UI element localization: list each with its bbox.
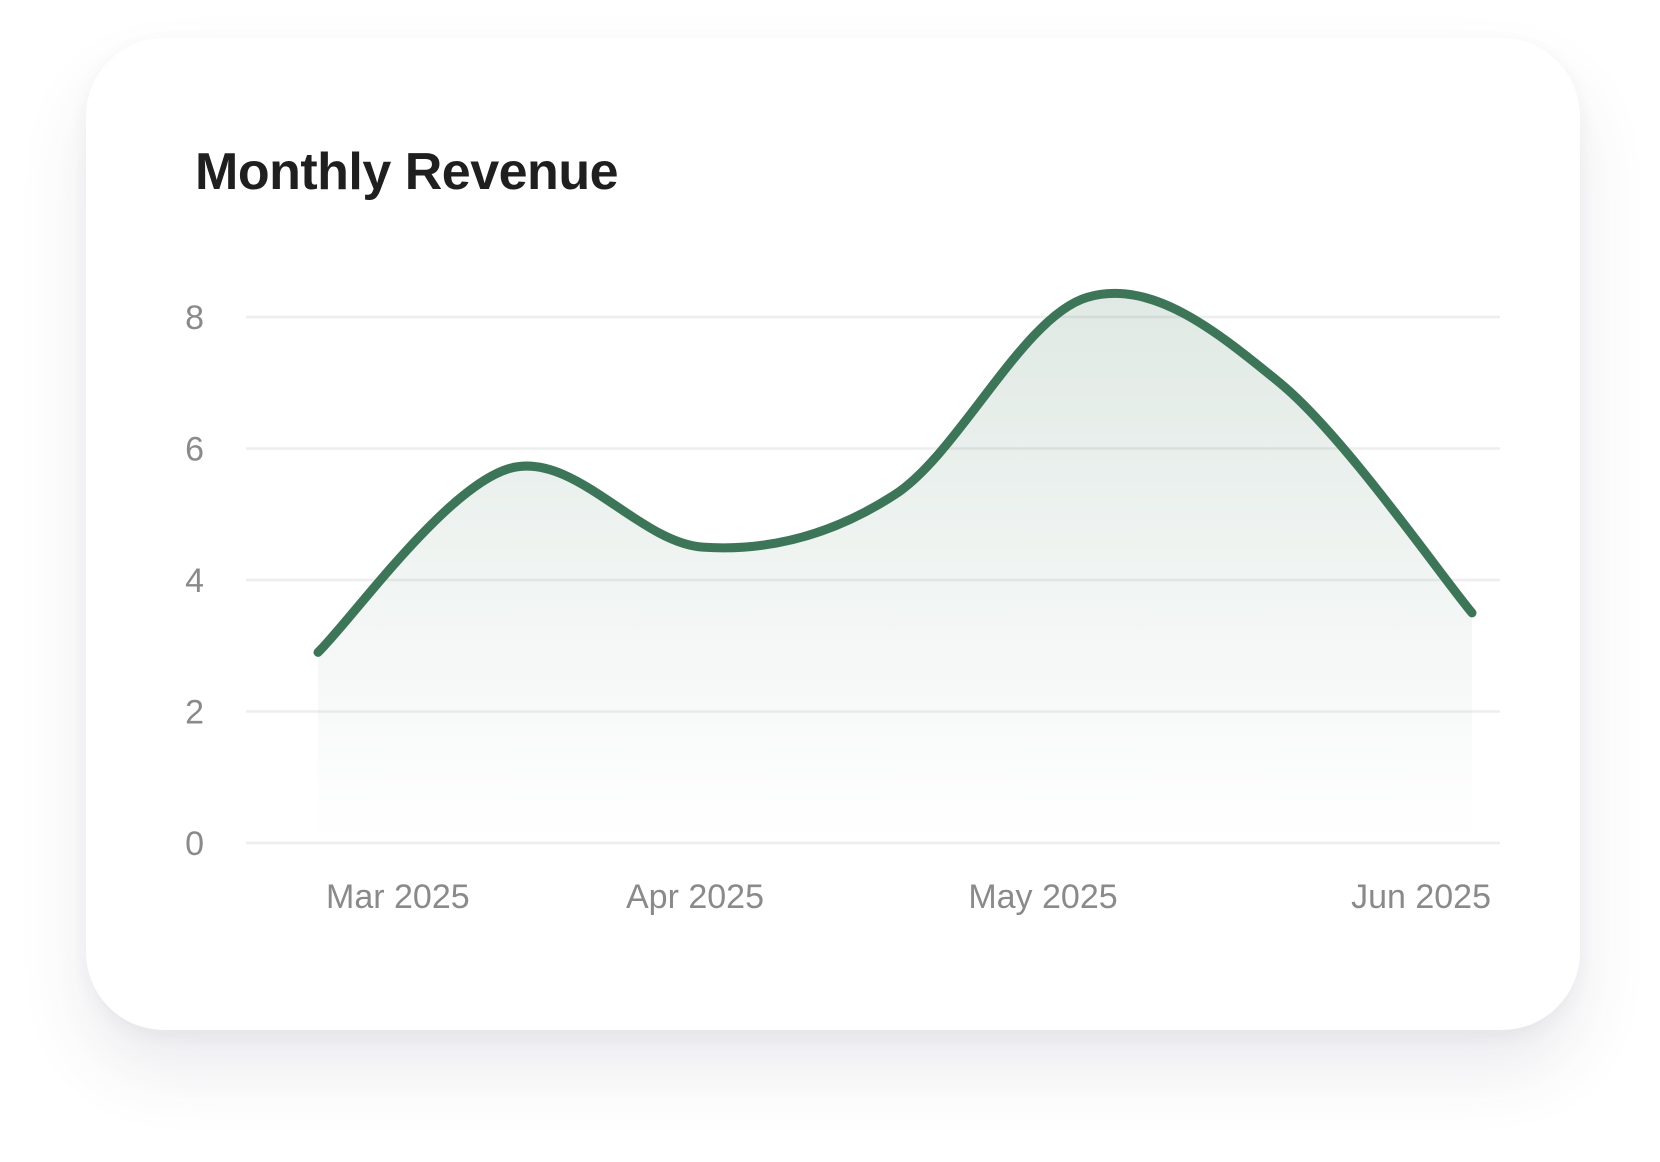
y-tick-label: 6 — [185, 431, 204, 469]
series-area-fill — [318, 293, 1472, 843]
y-axis-ticks: 0 2 4 6 8 — [185, 299, 204, 863]
chart-title: Monthly Revenue — [195, 143, 619, 201]
series-layer — [313, 288, 1477, 843]
x-tick-label: Apr 2025 — [626, 878, 764, 916]
y-tick-label: 4 — [185, 562, 204, 600]
x-axis-ticks: Mar 2025 Apr 2025 May 2025 Jun 2025 — [326, 878, 1491, 916]
series-line-revenue — [313, 288, 1477, 657]
revenue-area-chart: 0 2 4 6 8 Mar 2025 Apr 2025 May 2025 Jun 2025 — [185, 288, 1500, 916]
y-tick-label: 8 — [185, 299, 204, 337]
y-tick-label: 2 — [185, 694, 204, 732]
x-tick-label: May 2025 — [968, 878, 1117, 916]
y-tick-label: 0 — [185, 825, 204, 863]
x-tick-label: Mar 2025 — [326, 878, 470, 916]
x-tick-label: Jun 2025 — [1351, 878, 1491, 916]
